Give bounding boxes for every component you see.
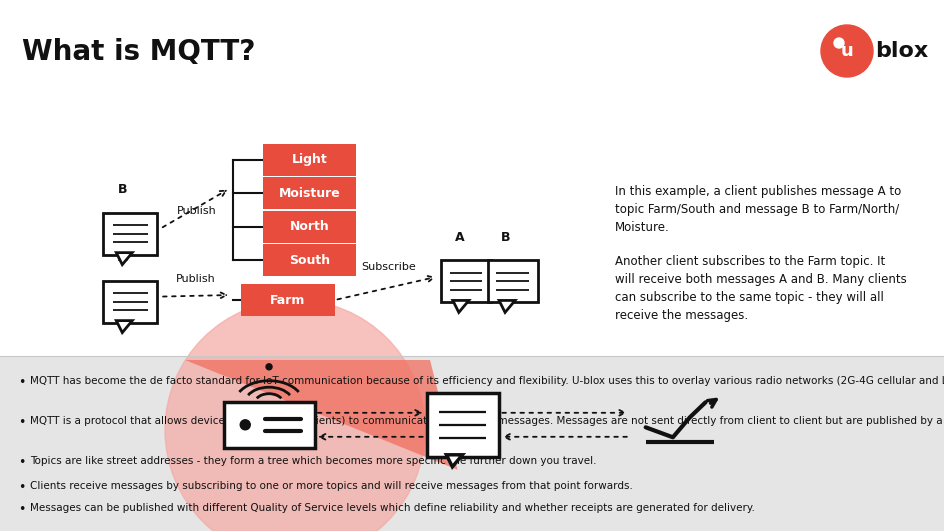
Text: Topics are like street addresses - they form a tree which becomes more specific : Topics are like street addresses - they … xyxy=(30,456,597,466)
Circle shape xyxy=(165,300,425,531)
Text: South: South xyxy=(289,254,330,267)
Text: Publish: Publish xyxy=(177,205,216,216)
Text: •: • xyxy=(18,503,25,516)
Text: In this example, a client publishes message A to
topic Farm/South and message B : In this example, a client publishes mess… xyxy=(615,185,902,234)
FancyBboxPatch shape xyxy=(103,280,158,323)
FancyBboxPatch shape xyxy=(262,244,357,276)
Polygon shape xyxy=(185,360,458,470)
Text: •: • xyxy=(18,376,25,389)
Text: Light: Light xyxy=(292,153,328,166)
Text: Subscribe: Subscribe xyxy=(362,262,416,272)
Polygon shape xyxy=(447,455,463,467)
Text: Messages can be published with different Quality of Service levels which define : Messages can be published with different… xyxy=(30,503,755,513)
Bar xyxy=(0,356,944,531)
Text: A: A xyxy=(454,232,464,244)
Text: A: A xyxy=(117,251,127,263)
FancyBboxPatch shape xyxy=(262,177,357,209)
Text: Another client subscribes to the Farm topic. It
will receive both messages A and: Another client subscribes to the Farm to… xyxy=(615,255,907,322)
Polygon shape xyxy=(453,301,469,312)
Text: Farm: Farm xyxy=(270,294,306,306)
Text: blox: blox xyxy=(875,41,928,61)
Text: •: • xyxy=(18,456,25,469)
Text: •: • xyxy=(18,416,25,429)
Text: What is MQTT?: What is MQTT? xyxy=(22,38,256,66)
Text: •: • xyxy=(18,481,25,494)
Text: B: B xyxy=(117,183,127,195)
Text: MQTT has become the de facto standard for IoT communication because of its effic: MQTT has become the de facto standard fo… xyxy=(30,376,944,386)
Circle shape xyxy=(240,420,250,430)
FancyBboxPatch shape xyxy=(427,393,498,457)
Text: North: North xyxy=(290,220,329,233)
Polygon shape xyxy=(116,253,132,264)
FancyBboxPatch shape xyxy=(488,260,537,303)
Circle shape xyxy=(834,38,844,48)
FancyBboxPatch shape xyxy=(262,144,357,176)
Circle shape xyxy=(821,25,873,77)
Polygon shape xyxy=(116,321,132,332)
Circle shape xyxy=(266,364,272,370)
Text: MQTT is a protocol that allows devices and systems (clients) to communicate by s: MQTT is a protocol that allows devices a… xyxy=(30,416,944,426)
Text: u: u xyxy=(840,42,853,60)
FancyBboxPatch shape xyxy=(224,402,314,448)
FancyBboxPatch shape xyxy=(103,212,158,255)
FancyBboxPatch shape xyxy=(262,211,357,243)
FancyBboxPatch shape xyxy=(442,260,491,303)
FancyBboxPatch shape xyxy=(241,284,335,316)
Text: Publish: Publish xyxy=(176,273,215,284)
Text: Clients receive messages by subscribing to one or more topics and will receive m: Clients receive messages by subscribing … xyxy=(30,481,632,491)
Text: B: B xyxy=(501,232,511,244)
Polygon shape xyxy=(499,301,515,312)
Text: Moisture: Moisture xyxy=(278,187,341,200)
